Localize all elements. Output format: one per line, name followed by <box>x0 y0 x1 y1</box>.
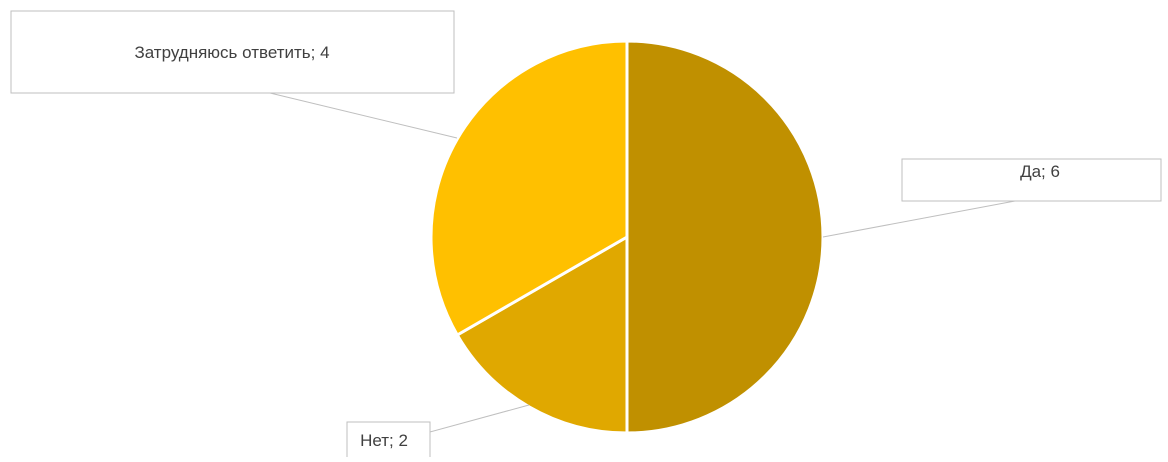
pie-slice-3 <box>429 39 629 337</box>
leader-line-net <box>429 404 530 433</box>
label-box-da <box>901 158 1162 202</box>
label-box-net <box>346 421 431 459</box>
label-box-zatr <box>10 10 455 94</box>
data-label-da: Да; 6 <box>1020 162 1060 181</box>
data-label-net: Нет; 2 <box>360 431 408 450</box>
leader-line-da <box>822 200 1016 238</box>
pie-slice-2 <box>455 235 629 435</box>
slices-layer <box>429 39 825 435</box>
leader-line-zatr <box>269 92 458 139</box>
data-label-zatr: Затрудняюсь ответить; 4 <box>134 43 329 62</box>
pie-slice-1 <box>625 39 825 435</box>
